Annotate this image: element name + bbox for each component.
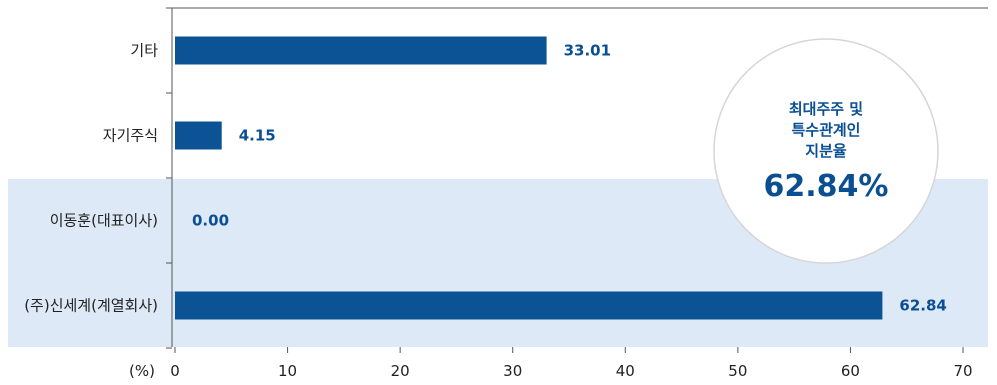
x-tick-label: 10 [278, 362, 297, 380]
bar [175, 36, 547, 65]
x-tick-label: 50 [728, 362, 747, 380]
bar [175, 291, 883, 320]
category-label: 이동훈(대표이사) [50, 212, 158, 230]
category-label: (주)신세계(계열회사) [24, 297, 158, 315]
x-tick-label: 60 [841, 362, 860, 380]
bars [175, 36, 883, 320]
category-label: 기타 [130, 42, 158, 60]
value-label: 62.84 [899, 297, 946, 315]
bar [175, 121, 222, 150]
category-label: 자기주식 [103, 127, 158, 145]
x-axis-ticks: 0 10 20 30 40 50 60 70 [170, 347, 973, 380]
callout-title-line-1: 최대주주 및 [789, 100, 863, 118]
callout-value: 62.84% [764, 169, 889, 204]
x-tick-label: 40 [616, 362, 635, 380]
x-tick-label: 70 [953, 362, 972, 380]
x-tick-label: 30 [503, 362, 522, 380]
x-axis-unit-label: (%) [129, 362, 155, 380]
value-label: 33.01 [564, 42, 611, 60]
callout-title-line-2: 특수관계인 [791, 121, 860, 139]
value-label: 4.15 [239, 127, 276, 145]
value-labels: 33.01 4.15 0.00 62.84 [192, 42, 947, 315]
value-label: 0.00 [192, 212, 229, 230]
x-tick-label: 20 [391, 362, 410, 380]
callout-circle [713, 38, 939, 264]
callout-title-line-3: 지분율 [805, 142, 847, 160]
callout-badge: 최대주주 및 특수관계인 지분율 62.84% [713, 38, 939, 264]
x-tick-label: 0 [170, 362, 180, 380]
y-axis-ticks [166, 7, 172, 349]
